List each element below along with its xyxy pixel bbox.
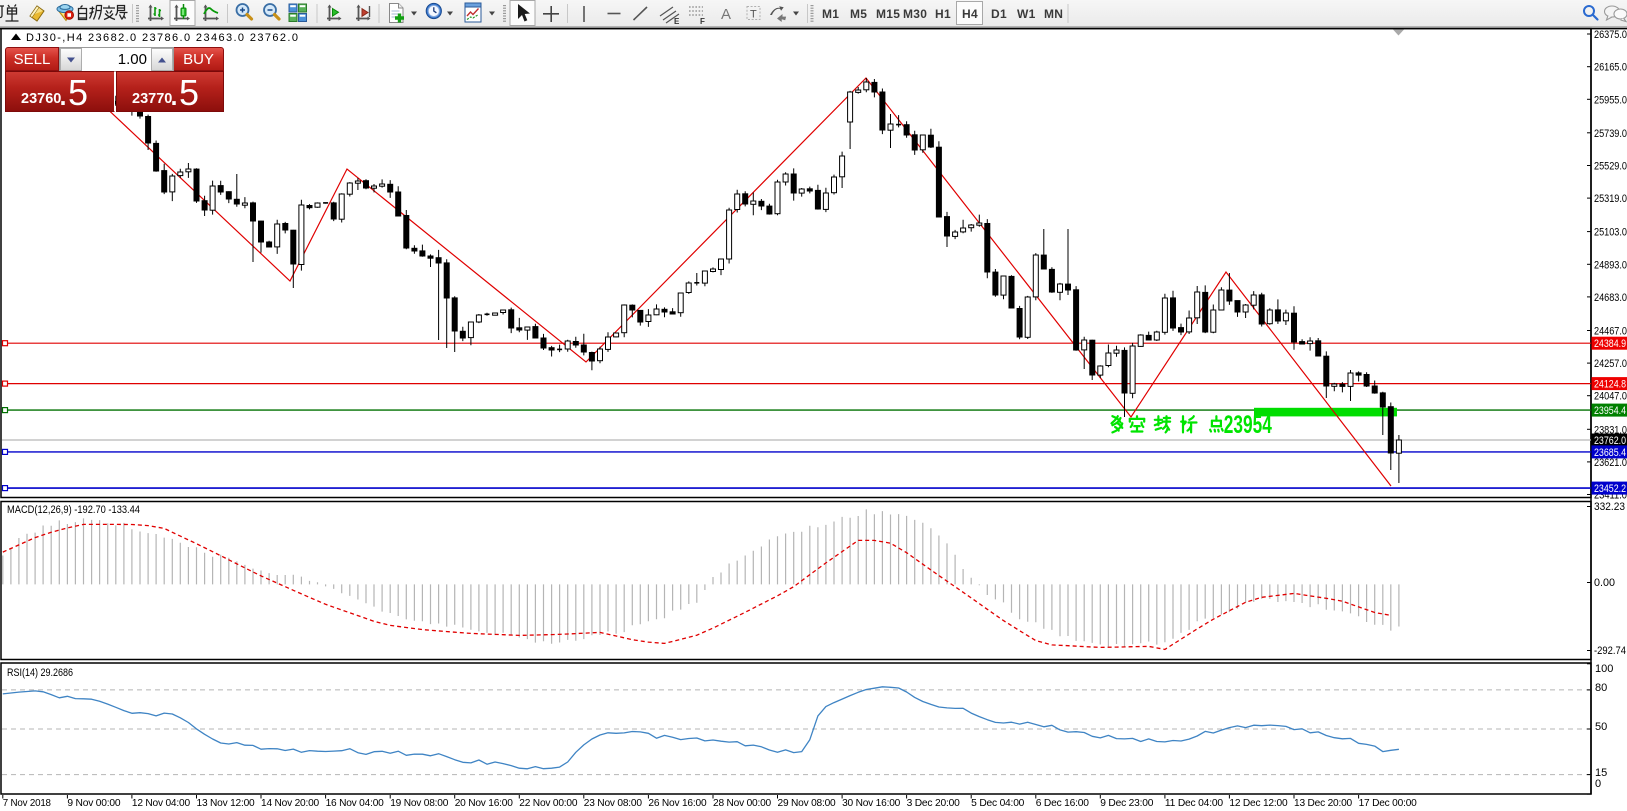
svg-text:24467.0: 24467.0 [1594, 326, 1627, 338]
svg-text:23 Nov 08:00: 23 Nov 08:00 [584, 798, 643, 809]
svg-text:0: 0 [1595, 778, 1601, 790]
svg-text:6 Dec 16:00: 6 Dec 16:00 [1036, 798, 1090, 809]
svg-text:14 Nov 20:00: 14 Nov 20:00 [261, 798, 320, 809]
svg-text:332.23: 332.23 [1594, 501, 1625, 513]
svg-text:25529.0: 25529.0 [1594, 161, 1627, 173]
svg-text:13 Dec 20:00: 13 Dec 20:00 [1294, 798, 1353, 809]
svg-text:0.00: 0.00 [1594, 577, 1615, 589]
svg-text:30 Nov 16:00: 30 Nov 16:00 [842, 798, 901, 809]
svg-text:24893.0: 24893.0 [1594, 259, 1627, 271]
svg-text:20 Nov 16:00: 20 Nov 16:00 [455, 798, 514, 809]
svg-text:E: E [674, 17, 680, 26]
svg-text:-292.74: -292.74 [1594, 645, 1626, 657]
svg-text:MACD(12,26,9) -192.70 -133.44: MACD(12,26,9) -192.70 -133.44 [7, 504, 140, 516]
svg-text:23685.4: 23685.4 [1594, 447, 1626, 459]
svg-text:80: 80 [1595, 682, 1607, 694]
svg-text:24257.0: 24257.0 [1594, 358, 1627, 370]
svg-text:12 Nov 04:00: 12 Nov 04:00 [132, 798, 191, 809]
svg-text:13 Nov 12:00: 13 Nov 12:00 [197, 798, 256, 809]
svg-text:23954: 23954 [1224, 411, 1272, 439]
svg-text:26 Nov 16:00: 26 Nov 16:00 [648, 798, 707, 809]
svg-text:23452.2: 23452.2 [1594, 483, 1626, 495]
svg-text:9 Dec 23:00: 9 Dec 23:00 [1100, 798, 1154, 809]
svg-text:24047.0: 24047.0 [1594, 391, 1627, 403]
svg-text:25739.0: 25739.0 [1594, 128, 1627, 140]
svg-text:26165.0: 26165.0 [1594, 62, 1627, 74]
svg-text:17 Dec 00:00: 17 Dec 00:00 [1359, 798, 1418, 809]
svg-text:16 Nov 04:00: 16 Nov 04:00 [326, 798, 385, 809]
svg-text:26375.0: 26375.0 [1594, 29, 1627, 41]
svg-text:24384.9: 24384.9 [1594, 338, 1626, 350]
svg-text:15: 15 [1595, 767, 1607, 779]
svg-text:24124.8: 24124.8 [1594, 379, 1626, 391]
svg-text:23954.4: 23954.4 [1594, 405, 1626, 417]
svg-text:25319.0: 25319.0 [1594, 193, 1627, 205]
svg-text:28 Nov 00:00: 28 Nov 00:00 [713, 798, 772, 809]
svg-text:29 Nov 08:00: 29 Nov 08:00 [778, 798, 837, 809]
svg-text:11 Dec 04:00: 11 Dec 04:00 [1165, 798, 1224, 809]
svg-text:3 Dec 20:00: 3 Dec 20:00 [907, 798, 961, 809]
svg-text:50: 50 [1595, 721, 1607, 733]
svg-text:22 Nov 00:00: 22 Nov 00:00 [519, 798, 578, 809]
svg-text:F: F [700, 17, 705, 26]
svg-text:23831.0: 23831.0 [1594, 424, 1627, 436]
svg-text:23621.0: 23621.0 [1594, 457, 1627, 469]
svg-text:12 Dec 12:00: 12 Dec 12:00 [1229, 798, 1288, 809]
svg-text:24683.0: 24683.0 [1594, 292, 1627, 304]
svg-text:DJ30-,H4 23682.0 23786.0 2346: DJ30-,H4 23682.0 23786.0 23463.0 23762.0 [26, 32, 298, 44]
svg-text:25955.0: 25955.0 [1594, 94, 1627, 106]
svg-text:23762.0: 23762.0 [1594, 435, 1626, 447]
svg-text:100: 100 [1595, 663, 1613, 675]
svg-text:A: A [721, 6, 731, 23]
svg-text:19 Nov 08:00: 19 Nov 08:00 [390, 798, 449, 809]
svg-text:9 Nov 00:00: 9 Nov 00:00 [67, 798, 121, 809]
svg-text:7 Nov 2018: 7 Nov 2018 [3, 798, 52, 809]
svg-text:T: T [750, 9, 757, 21]
svg-text:RSI(14) 29.2686: RSI(14) 29.2686 [7, 667, 73, 679]
svg-text:25103.0: 25103.0 [1594, 227, 1627, 239]
svg-text:5 Dec 04:00: 5 Dec 04:00 [971, 798, 1025, 809]
